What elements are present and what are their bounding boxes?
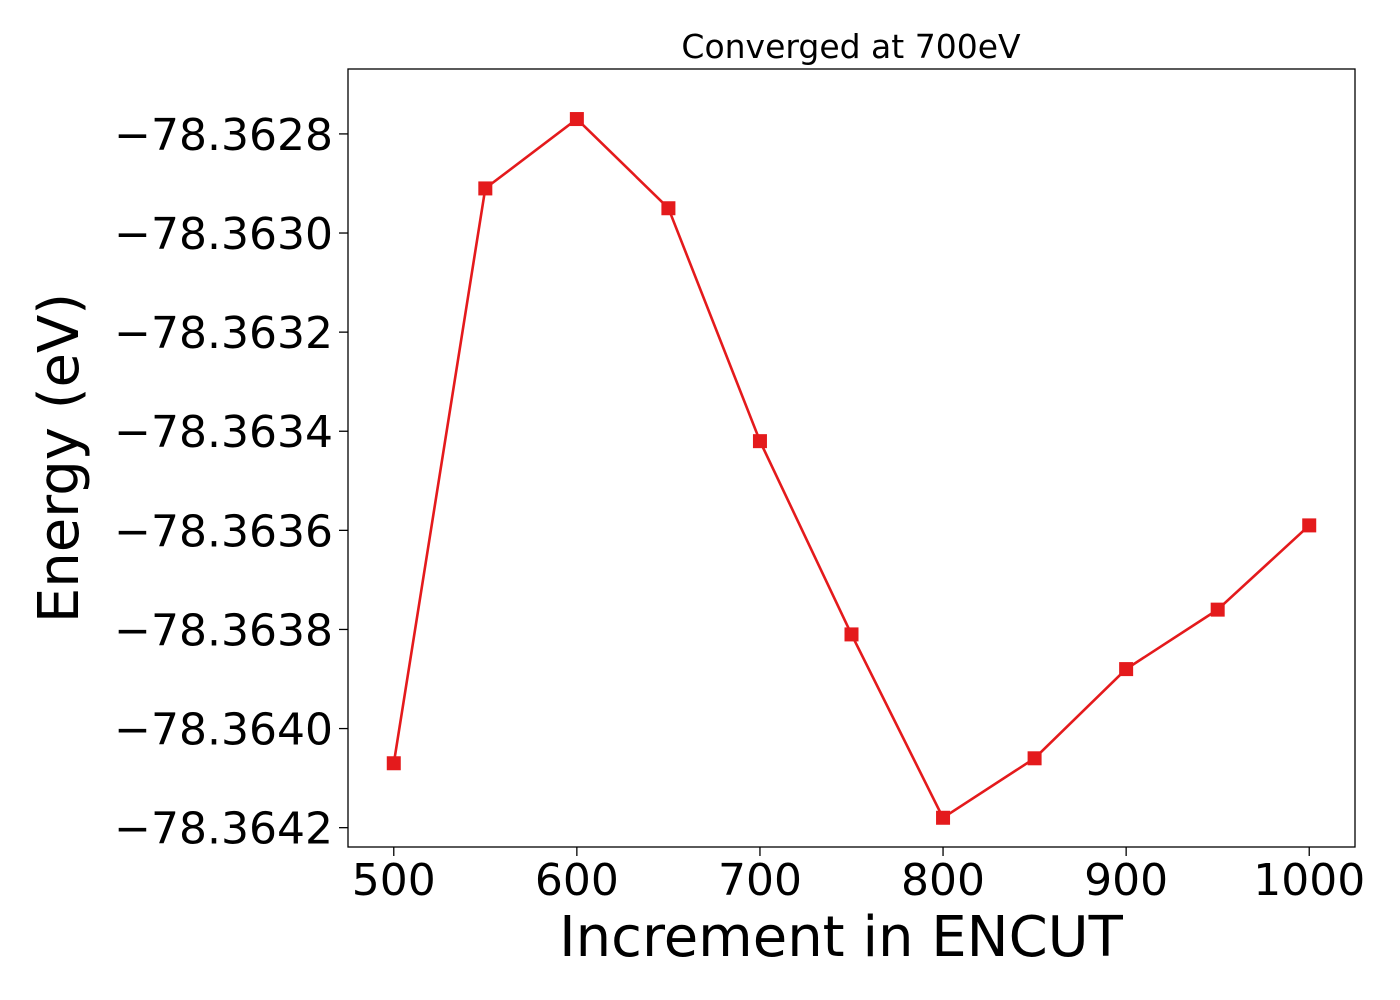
series-line: [392, 117, 1311, 820]
chart-title: Converged at 700eV: [681, 27, 1021, 66]
data-point: [1027, 751, 1042, 766]
x-axis-label: Increment in ENCUT: [559, 905, 1124, 970]
data-point: [569, 112, 584, 127]
y-axis-label: Energy (eV): [27, 293, 92, 623]
data-point: [1210, 602, 1225, 617]
data-point: [1119, 662, 1134, 677]
y-tick-label: −78.3630: [114, 209, 333, 260]
data-point: [936, 810, 951, 825]
y-tick-label: −78.3640: [114, 705, 333, 756]
y-tick-label: −78.3634: [114, 407, 333, 458]
x-tick-label: 500: [352, 855, 436, 906]
data-point: [386, 756, 401, 771]
x-tick-label: 800: [901, 855, 985, 906]
y-tick-label: −78.3636: [114, 506, 333, 557]
x-tick-label: 600: [535, 855, 619, 906]
data-point: [661, 201, 676, 216]
x-tick-label: 1000: [1253, 855, 1365, 906]
x-tick-label: 900: [1084, 855, 1168, 906]
plot-area: 500 600 700 800 900 1000 −78.3628 −78.3630 −78.3…: [114, 68, 1365, 906]
data-point: [1302, 518, 1317, 533]
data-point: [844, 627, 859, 642]
data-point: [478, 181, 493, 196]
data-point: [752, 434, 767, 449]
y-tick-label: −78.3638: [114, 605, 333, 656]
y-tick-label: −78.3632: [114, 308, 333, 359]
plot-frame: [347, 68, 1356, 848]
y-tick-label: −78.3628: [114, 110, 333, 161]
y-tick-label: −78.3642: [114, 804, 333, 855]
x-tick-label: 700: [718, 855, 802, 906]
